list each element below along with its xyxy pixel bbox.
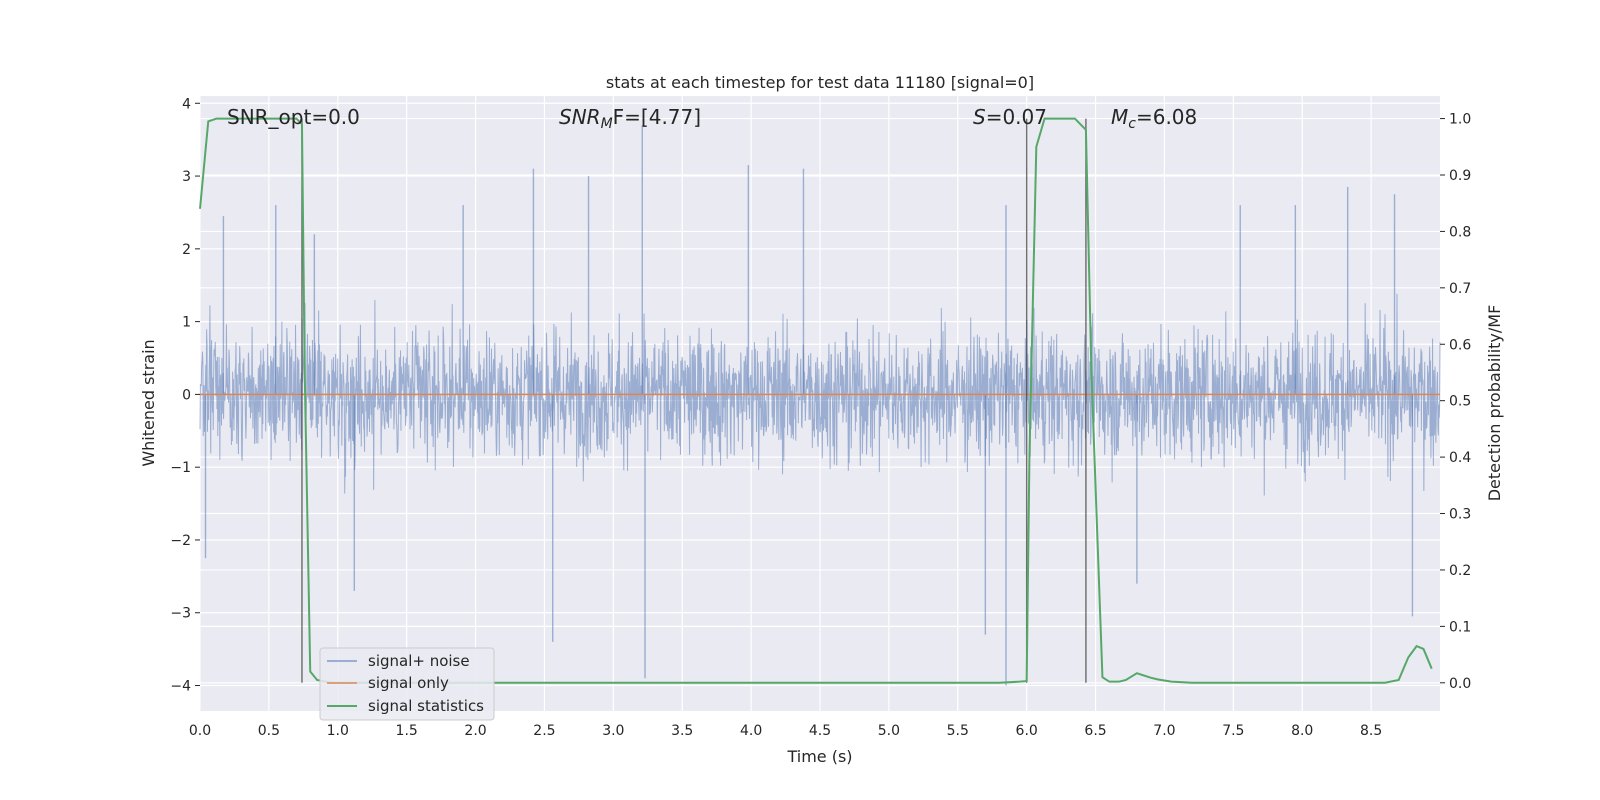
y-right-tick-label: 0.8 xyxy=(1449,224,1471,240)
x-tick-label: 8.5 xyxy=(1360,723,1382,739)
annotation-snr-mf: SNRMF=[4.77] xyxy=(559,105,701,132)
signal-noise-trace xyxy=(199,293,1441,496)
x-tick-label: 0.0 xyxy=(189,723,211,739)
x-axis-label: Time (s) xyxy=(786,747,852,766)
y-left-tick-label: 0 xyxy=(182,387,191,403)
y-axis-right-label: Detection probability/MF xyxy=(1485,305,1504,502)
y-right-tick-label: 1.0 xyxy=(1449,112,1471,128)
legend-label-signal-noise: signal+ noise xyxy=(368,652,470,670)
chart-title: stats at each timestep for test data 111… xyxy=(606,73,1034,92)
annotation-snr-opt: SNR_opt=0.0 xyxy=(227,105,360,129)
signal-noise-series xyxy=(199,125,1441,686)
x-tick-label: 7.5 xyxy=(1222,723,1244,739)
x-tick-label: 6.5 xyxy=(1084,723,1106,739)
x-tick-label: 5.0 xyxy=(878,723,900,739)
y-right-tick-label: 0.1 xyxy=(1449,619,1471,635)
y-right-tick-label: 0.6 xyxy=(1449,337,1471,353)
x-tick-label: 8.0 xyxy=(1291,723,1313,739)
y-axis-left: 4 3 2 1 0 −1 −2 −3 −4 xyxy=(170,96,200,695)
y-right-tick-label: 0.5 xyxy=(1449,394,1471,410)
legend: signal+ noise signal only signal statist… xyxy=(319,647,495,721)
x-tick-label: 3.5 xyxy=(671,723,693,739)
y-right-tick-label: 0.7 xyxy=(1449,281,1471,297)
x-tick-label: 0.5 xyxy=(258,723,280,739)
legend-label-signal-only: signal only xyxy=(368,674,449,692)
x-tick-label: 1.5 xyxy=(396,723,418,739)
y-left-tick-label: 4 xyxy=(182,96,191,112)
y-left-tick-label: 3 xyxy=(182,169,191,185)
y-left-tick-label: 2 xyxy=(182,242,191,258)
x-tick-label: 3.0 xyxy=(602,723,624,739)
x-tick-label: 4.5 xyxy=(809,723,831,739)
y-right-tick-label: 0.9 xyxy=(1449,168,1471,184)
y-left-tick-label: −3 xyxy=(170,606,191,622)
y-right-tick-label: 0.0 xyxy=(1449,676,1471,692)
x-axis: 0.0 0.5 1.0 1.5 2.0 2.5 3.0 3.5 4.0 4.5 5.0 5.5 6.0 6… xyxy=(189,723,1382,739)
x-tick-label: 7.0 xyxy=(1153,723,1175,739)
x-tick-label: 2.0 xyxy=(464,723,486,739)
y-right-tick-label: 0.3 xyxy=(1449,507,1471,523)
legend-box xyxy=(319,647,495,721)
x-tick-label: 4.0 xyxy=(740,723,762,739)
x-tick-label: 2.5 xyxy=(533,723,555,739)
y-left-tick-label: 1 xyxy=(182,315,191,331)
x-tick-label: 6.0 xyxy=(1016,723,1038,739)
y-left-tick-label: −2 xyxy=(170,533,191,549)
signal-statistics-line xyxy=(199,117,1433,684)
y-right-tick-label: 0.2 xyxy=(1449,563,1471,579)
y-axis-right: 1.0 0.9 0.8 0.7 0.6 0.5 0.4 0.3 0.2 0.1 0.0 xyxy=(1440,112,1471,692)
grid xyxy=(199,96,1440,711)
y-right-tick-label: 0.4 xyxy=(1449,450,1471,466)
y-axis-left-label: Whitened strain xyxy=(139,339,158,466)
x-tick-label: 1.0 xyxy=(327,723,349,739)
y-left-tick-label: −1 xyxy=(170,460,191,476)
y-left-tick-label: −4 xyxy=(170,679,191,695)
legend-label-signal-statistics: signal statistics xyxy=(368,697,484,715)
annotation-s: S=0.07 xyxy=(973,105,1047,129)
x-tick-label: 5.5 xyxy=(947,723,969,739)
annotation-mc: Mc=6.08 xyxy=(1111,105,1197,132)
